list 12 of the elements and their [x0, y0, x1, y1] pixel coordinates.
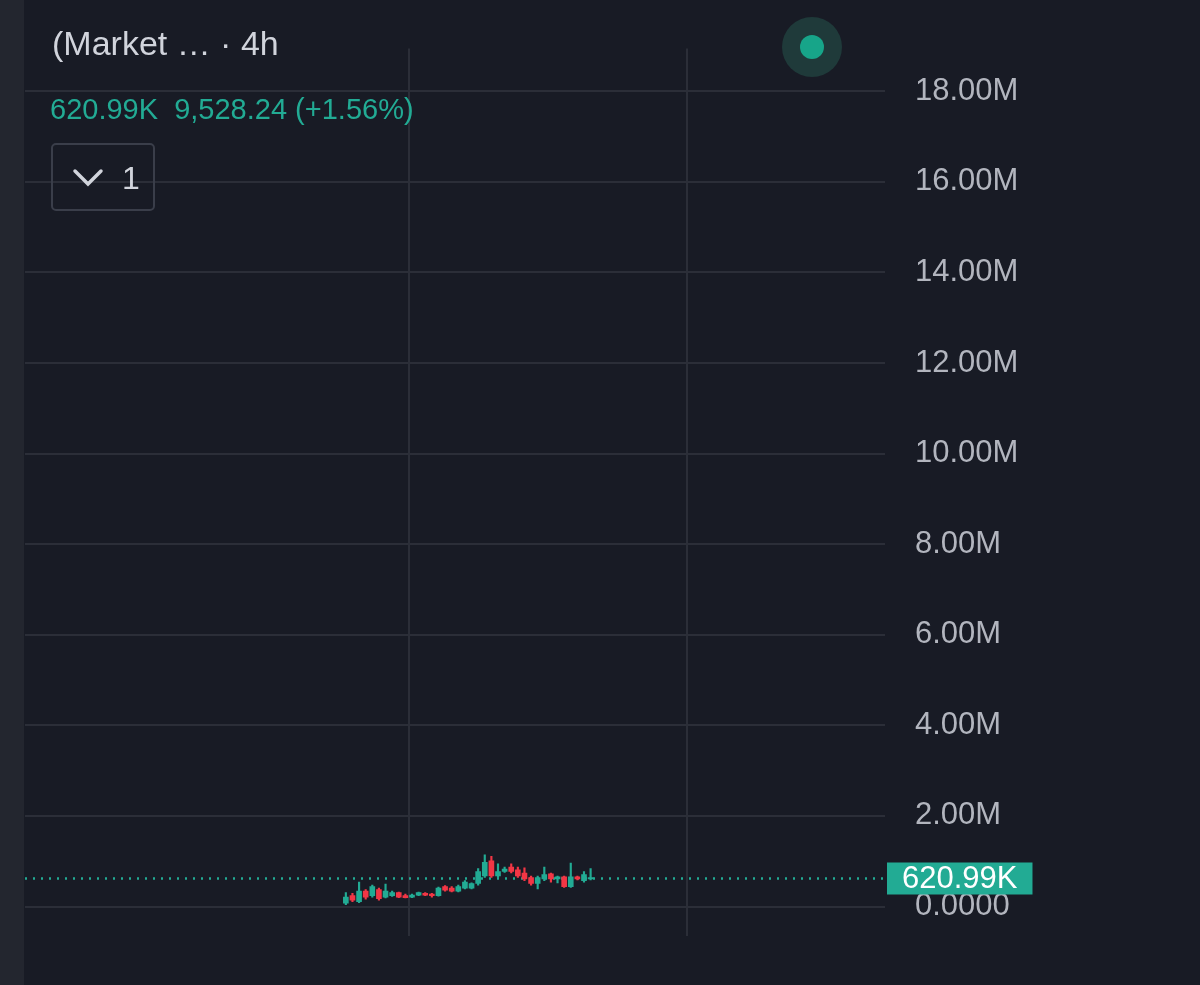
y-tick-label: 6.00M	[915, 615, 1002, 651]
annotation: 1	[122, 160, 140, 197]
y-tick-label: 12.00M	[915, 343, 1019, 379]
y-tick-label: 18.00M	[915, 71, 1019, 107]
chart-title: (Market … · 4h	[52, 24, 279, 63]
y-tick-label: 16.00M	[915, 162, 1019, 198]
y-tick-label: 4.00M	[915, 705, 1002, 741]
text: 620.99K 9,528.24 (+1.56%)	[50, 93, 414, 126]
y-tick-label: 14.00M	[915, 252, 1019, 288]
y-tick-label: 2.00M	[915, 796, 1002, 832]
y-tick-label: 8.00M	[915, 524, 1002, 560]
y-tick-label: 10.00M	[915, 434, 1019, 470]
